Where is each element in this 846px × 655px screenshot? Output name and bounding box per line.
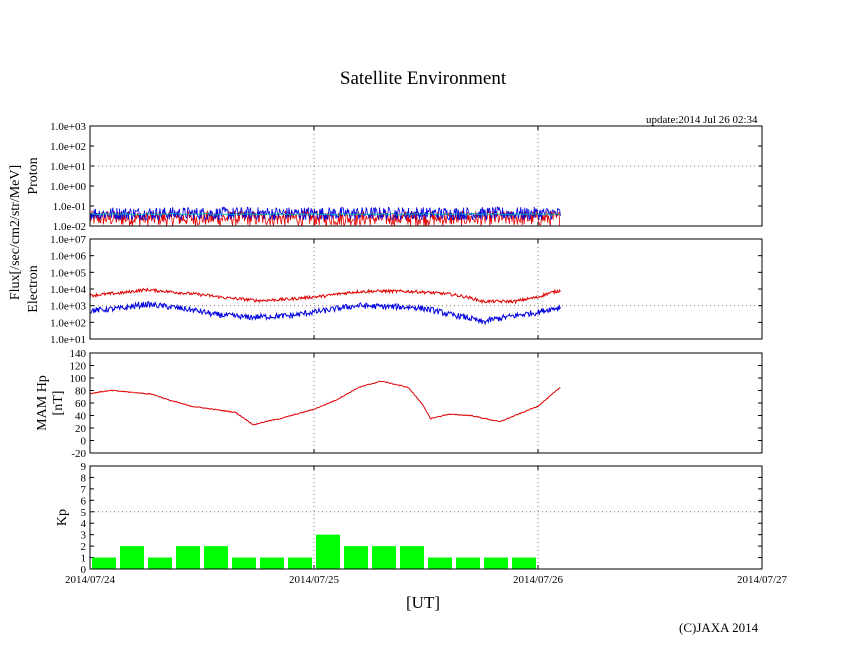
y-tick-label: 7 <box>81 484 87 496</box>
panel-y-unit: [nT] <box>51 391 66 416</box>
y-tick-label: 8 <box>81 472 87 484</box>
x-tick-label: 2014/07/24 <box>65 574 116 586</box>
y-tick-label: 1.0e-01 <box>53 201 86 213</box>
x-tick-label: 2014/07/27 <box>737 574 788 586</box>
y-tick-label: 9 <box>81 461 87 473</box>
y-tick-label: 6 <box>81 495 87 507</box>
y-tick-label: 20 <box>75 423 87 435</box>
electron-series-line <box>90 300 561 326</box>
proton-series-line <box>90 212 561 216</box>
y-tick-label: 1.0e+02 <box>50 141 86 153</box>
kp-bar <box>316 534 340 569</box>
y-tick-label: 1 <box>81 553 87 565</box>
y-tick-label: 1.0e+03 <box>50 121 86 133</box>
y-tick-label: 1.0e+06 <box>50 251 86 263</box>
update-timestamp: update:2014 Jul 26 02:34 <box>646 114 758 126</box>
electron-series-line <box>90 287 561 305</box>
kp-bar <box>176 546 200 569</box>
y-tick-label: 1.0e+01 <box>50 161 86 173</box>
kp-bar <box>512 557 536 569</box>
kp-bar <box>344 546 368 569</box>
x-axis-label: [UT] <box>406 593 440 612</box>
panel-y-label: Proton <box>26 157 41 194</box>
y-tick-label: 1.0e+03 <box>50 301 86 313</box>
x-tick-label: 2014/07/25 <box>289 574 340 586</box>
panel-frame <box>89 238 763 340</box>
kp-bar <box>232 557 256 569</box>
y-tick-label: 140 <box>70 348 87 360</box>
y-tick-label: 1.0e+02 <box>50 317 86 329</box>
y-tick-label: 3 <box>81 530 87 542</box>
panel-y-label: Electron <box>26 265 41 312</box>
kp-bar <box>260 557 284 569</box>
flux-axis-label: Flux[/sec/cm2/str/MeV] <box>8 165 23 300</box>
kp-bar <box>428 557 452 569</box>
y-tick-label: 0 <box>81 436 87 448</box>
y-tick-label: 1.0e+01 <box>50 334 86 346</box>
y-tick-label: 1.0e-02 <box>53 221 86 233</box>
y-tick-label: 2 <box>81 541 87 553</box>
kp-bar <box>92 557 116 569</box>
y-tick-label: 5 <box>81 507 87 519</box>
plot-area <box>92 534 536 569</box>
panel-y-label: MAM Hp <box>35 375 50 431</box>
chart-title: Satellite Environment <box>339 68 507 89</box>
kp-bar <box>288 557 312 569</box>
y-tick-label: 60 <box>75 398 87 410</box>
y-tick-label: 80 <box>75 386 87 398</box>
plot-area <box>90 287 561 326</box>
mam_hp-series-line <box>90 380 561 426</box>
y-tick-label: 120 <box>70 361 87 373</box>
y-tick-label: 1.0e+00 <box>50 181 86 193</box>
y-tick-label: 100 <box>70 373 87 385</box>
x-tick-label: 2014/07/26 <box>513 574 564 586</box>
panel-frame <box>89 465 763 570</box>
panel-frame <box>89 125 763 227</box>
y-tick-label: 1.0e+05 <box>50 267 86 279</box>
kp-bar <box>484 557 508 569</box>
y-tick-label: 40 <box>75 411 87 423</box>
kp-bar <box>372 546 396 569</box>
kp-bar <box>204 546 228 569</box>
y-tick-label: 4 <box>81 518 87 530</box>
y-tick-label: 0 <box>81 564 87 576</box>
panel-y-label: Kp <box>55 509 70 526</box>
y-tick-label: 1.0e+04 <box>50 284 86 296</box>
copyright-credit: (C)JAXA 2014 <box>679 620 759 635</box>
plot-area <box>90 380 561 426</box>
kp-bar <box>148 557 172 569</box>
kp-bar <box>120 546 144 569</box>
kp-bar <box>400 546 424 569</box>
plot-area <box>90 206 561 226</box>
panel-frame <box>89 352 763 454</box>
y-tick-label: -20 <box>71 448 86 460</box>
kp-bar <box>456 557 480 569</box>
y-tick-label: 1.0e+07 <box>50 234 86 246</box>
